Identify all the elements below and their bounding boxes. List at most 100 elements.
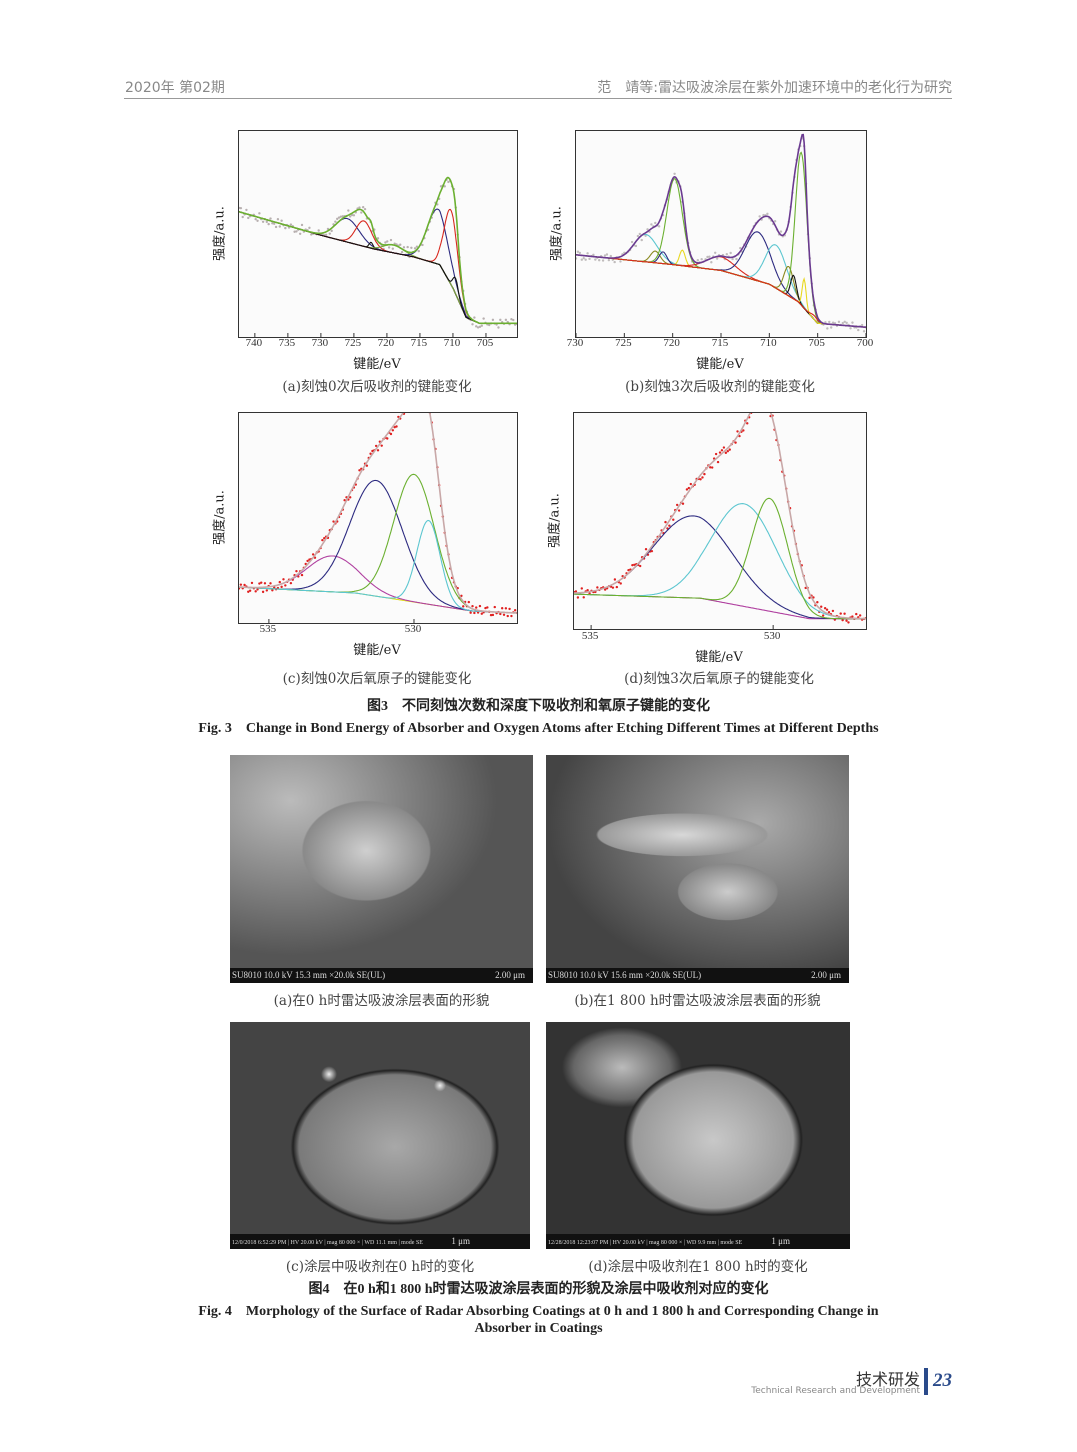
data-point (701, 476, 704, 479)
data-point (862, 330, 866, 333)
data-point (261, 590, 265, 594)
data-point (826, 327, 829, 330)
page-number: 23 (933, 1370, 952, 1391)
data-point (646, 228, 649, 231)
fit-component-line (574, 515, 866, 620)
chart-c-caption: (c)刻蚀0次后氧原子的键能变化 (282, 671, 472, 687)
x-tick-label: 535 (581, 630, 599, 642)
data-point (736, 430, 739, 433)
data-point (718, 451, 722, 454)
data-point (615, 585, 619, 589)
envelope-line (575, 133, 867, 328)
data-point (480, 324, 483, 327)
data-point (672, 518, 675, 521)
data-point (243, 583, 246, 587)
data-point (728, 448, 731, 451)
data-point (265, 220, 268, 224)
data-point (389, 432, 393, 436)
data-point (716, 460, 720, 464)
data-point (386, 240, 389, 243)
chart-c-y-axis-label: 强度/a.u. (212, 490, 228, 545)
data-point (582, 256, 585, 260)
data-point (300, 573, 304, 577)
data-point (400, 250, 404, 254)
data-point (576, 250, 580, 253)
fit-component-line (575, 250, 867, 328)
data-point (462, 605, 465, 608)
x-tick-label: 530 (763, 630, 781, 642)
data-point (758, 215, 761, 218)
data-point (845, 619, 848, 622)
data-point (843, 612, 846, 615)
sem-micrograph: SU8010 10.0 kV 15.3 mm ×20.0k SE(UL) 2.00… (230, 755, 533, 983)
fit-component-line (238, 211, 517, 324)
data-point (339, 215, 343, 218)
data-point (376, 237, 380, 240)
data-point (502, 613, 506, 616)
data-point (703, 472, 706, 476)
data-point (821, 614, 825, 617)
data-point (576, 596, 580, 599)
data-point (699, 478, 702, 481)
data-point (239, 583, 243, 586)
data-point (613, 260, 616, 264)
data-point (282, 578, 285, 581)
data-point (611, 258, 614, 261)
data-point (475, 606, 478, 609)
x-tick-label: 700 (856, 337, 874, 349)
data-point (489, 613, 493, 617)
sem-micrograph: 12/28/2018 12:23:07 PM | HV 20.00 kV | m… (546, 1022, 850, 1249)
data-point (586, 588, 589, 592)
data-point (574, 590, 578, 593)
journal-issue: 2020年 第02期 (125, 80, 225, 96)
data-point (363, 207, 367, 211)
data-point (310, 233, 313, 236)
x-tick-label: 705 (808, 337, 825, 349)
data-point (371, 449, 374, 453)
data-point (280, 219, 283, 222)
data-point (640, 238, 643, 242)
running-title: 范 靖等:雷达吸波涂层在紫外加速环境中的老化行为研究 (597, 80, 952, 96)
data-point (321, 538, 324, 542)
data-point (384, 241, 387, 244)
fig4-caption-en-2: Absorber in Coatings (474, 1321, 603, 1336)
x-tick-label: 715 (711, 337, 729, 349)
data-point (664, 520, 667, 524)
data-point (471, 323, 474, 326)
data-point (592, 253, 595, 257)
data-point (467, 600, 471, 604)
data-point (825, 608, 829, 611)
data-point (443, 185, 446, 188)
data-point (673, 172, 676, 175)
data-point (330, 229, 333, 233)
fit-component-line (575, 254, 867, 328)
data-point (726, 449, 729, 453)
data-point (634, 244, 638, 248)
data-point (841, 321, 844, 325)
data-point (831, 609, 835, 613)
data-point (256, 588, 259, 591)
scale-bar-label: 2.00 μm (811, 970, 841, 980)
data-point (471, 604, 474, 608)
data-point (300, 223, 304, 227)
data-point (828, 320, 831, 324)
data-point (611, 586, 615, 589)
fit-component-line (575, 254, 867, 328)
fit-component-line (575, 254, 867, 328)
data-point (349, 215, 352, 218)
data-point (644, 548, 648, 551)
data-point (486, 606, 489, 609)
sem-caption: (c)涂层中吸收剂在0 h时的变化 (285, 1259, 475, 1275)
data-point (812, 596, 815, 599)
chart-d-svg (572, 394, 868, 629)
data-point (478, 604, 482, 608)
data-point (638, 564, 642, 568)
data-point (711, 466, 714, 469)
data-point (480, 612, 483, 615)
data-point (389, 238, 393, 242)
chart-b-svg (574, 133, 868, 337)
data-point (654, 221, 657, 225)
fit-component-line (239, 519, 517, 614)
data-point (605, 253, 609, 256)
